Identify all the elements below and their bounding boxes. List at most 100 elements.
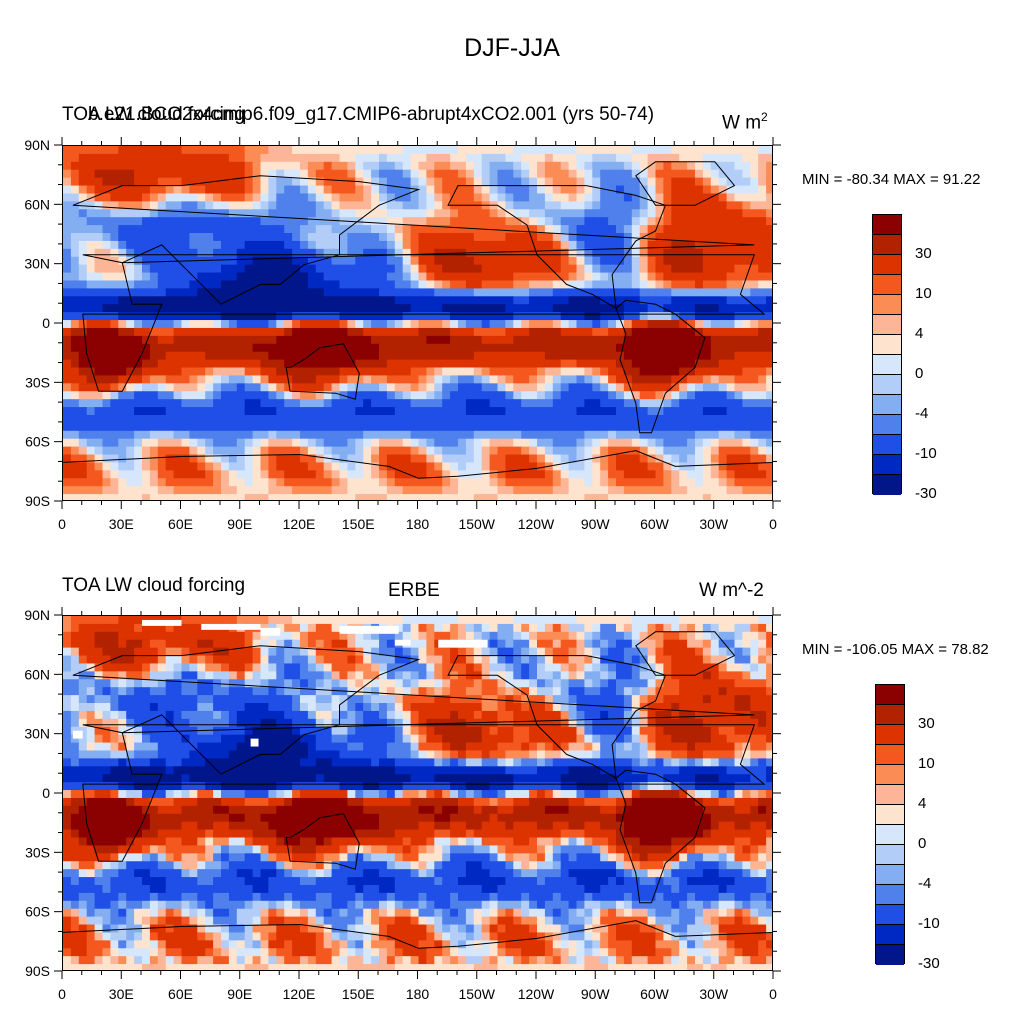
map-cell	[394, 201, 404, 210]
map-cell	[94, 647, 104, 657]
map-cell	[687, 647, 696, 657]
map-cell	[568, 399, 578, 408]
map-cell	[687, 486, 696, 495]
map-cell	[134, 359, 143, 369]
map-cell	[608, 201, 617, 210]
map-cell	[513, 359, 522, 369]
map-cell	[386, 639, 396, 649]
map-cell	[347, 177, 356, 187]
map-cell	[221, 486, 230, 495]
map-cell	[134, 391, 143, 400]
map-cell	[521, 312, 530, 321]
map-cell	[718, 320, 728, 329]
map-cell	[78, 478, 88, 487]
map-cell	[521, 383, 530, 392]
map-cell	[189, 153, 198, 163]
map-cell	[213, 185, 222, 195]
map-cell	[766, 616, 772, 625]
map-cell	[94, 422, 104, 432]
map-cell	[552, 335, 562, 345]
map-cell	[315, 185, 325, 195]
map-cell	[544, 225, 554, 234]
map-cell	[710, 296, 720, 305]
map-cell	[600, 430, 609, 440]
map-cell	[213, 383, 222, 392]
map-cell	[560, 312, 570, 321]
map-cell	[584, 391, 593, 400]
map-cell	[616, 272, 625, 282]
map-cell	[70, 280, 80, 289]
map-cell	[513, 312, 522, 321]
map-cell	[86, 280, 96, 289]
map-cell	[315, 193, 325, 202]
map-cell	[252, 407, 262, 416]
map-cell	[228, 383, 238, 392]
map-cell	[726, 296, 736, 305]
map-cell	[78, 462, 88, 471]
map-cell	[315, 288, 325, 297]
map-cell	[189, 616, 198, 625]
map-cell	[410, 391, 420, 400]
map-cell	[102, 272, 111, 282]
map-cell	[252, 631, 262, 641]
map-cell	[750, 631, 759, 641]
map-cell	[205, 391, 214, 400]
map-cell	[608, 623, 617, 633]
map-cell	[426, 225, 435, 234]
map-cell	[386, 280, 396, 289]
map-cell	[236, 248, 246, 258]
map-cell	[560, 153, 570, 163]
map-cell	[616, 671, 625, 680]
map-cell	[134, 494, 143, 500]
map-cell	[655, 177, 664, 187]
map-cell	[489, 399, 499, 408]
map-cell	[78, 438, 88, 448]
map-cell	[726, 399, 736, 408]
map-cell	[63, 446, 72, 456]
map-cell	[331, 486, 341, 495]
map-cell	[300, 296, 309, 305]
map-cell	[568, 209, 578, 218]
map-cell	[497, 272, 506, 282]
map-cell	[102, 438, 111, 448]
map-cell	[631, 193, 641, 202]
map-cell	[236, 375, 246, 384]
map-cell	[481, 616, 491, 625]
map-cell	[710, 240, 720, 250]
map-cell	[213, 407, 222, 416]
map-cell	[205, 655, 214, 665]
map-cell	[758, 296, 767, 305]
map-cell	[671, 312, 680, 321]
map-cell	[379, 153, 388, 163]
map-cell	[560, 248, 570, 258]
map-cell	[631, 671, 641, 680]
map-cell	[513, 462, 522, 471]
map-cell	[213, 639, 222, 649]
map-cell	[173, 351, 183, 361]
map-cell	[442, 280, 451, 289]
map-cell	[616, 430, 625, 440]
map-cell	[386, 414, 396, 424]
map-cell	[513, 335, 522, 345]
map-cell	[734, 430, 743, 440]
map-cell	[758, 312, 767, 321]
map-cell	[513, 430, 522, 440]
map-cell	[157, 399, 167, 408]
map-cell	[63, 256, 72, 266]
map-cell	[695, 153, 704, 163]
map-cell	[213, 647, 222, 657]
map-cell	[687, 446, 696, 456]
map-cell	[292, 470, 301, 479]
map-cell	[529, 407, 538, 416]
map-cell	[718, 288, 728, 297]
map-cell	[473, 146, 483, 155]
map-cell	[78, 399, 88, 408]
map-cell	[639, 335, 649, 345]
map-cell	[347, 153, 356, 163]
map-cell	[434, 335, 443, 345]
map-cell	[608, 655, 617, 665]
map-cell	[379, 407, 388, 416]
map-cell	[189, 288, 198, 297]
map-cell	[70, 639, 80, 649]
map-cell	[394, 264, 404, 274]
